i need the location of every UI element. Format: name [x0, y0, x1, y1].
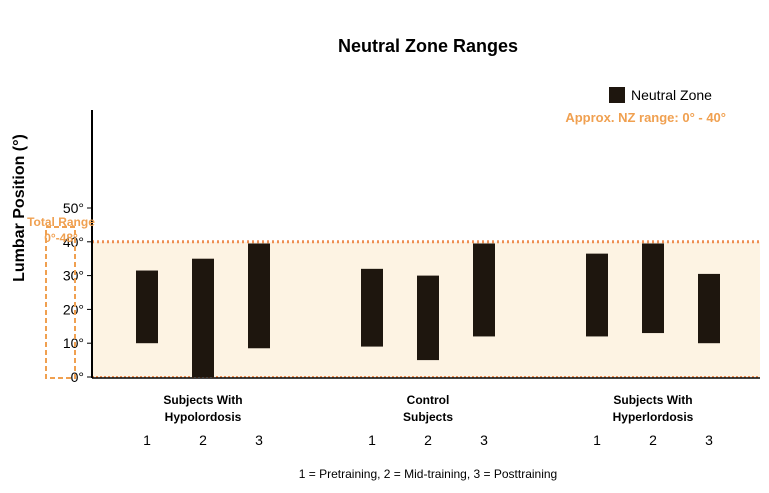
x-tick-label: 2 [199, 432, 207, 448]
legend: Neutral Zone [609, 87, 712, 103]
y-axis-label: Lumbar Position (°) [11, 134, 28, 282]
group-label: Control [407, 393, 450, 407]
x-tick-label: 2 [649, 432, 657, 448]
neutral-zone-bar [586, 253, 608, 337]
y-tick-label: 20° [63, 301, 84, 317]
x-labels-group: 1 2 3 Subjects With Hypolordosis 1 2 3 Control Su… [143, 393, 713, 448]
x-tick-label: 1 [593, 432, 601, 448]
neutral-zone-bar [417, 275, 439, 361]
footnote: 1 = Pretraining, 2 = Mid-training, 3 = P… [299, 467, 557, 481]
total-range-label-line1: Total Range [27, 215, 95, 229]
neutral-zone-bar [698, 273, 720, 344]
legend-swatch [609, 87, 625, 103]
y-tick-label: 40° [63, 234, 84, 250]
group-label: Subjects With [613, 393, 692, 407]
total-range-label-line2: 0°-48° [44, 231, 78, 245]
nz-range-annotation: Approx. NZ range: 0° - 40° [565, 110, 726, 125]
neutral-zone-bar [473, 243, 495, 337]
y-ticks-group: 0° 10° 20° 30° 40° 50° [63, 200, 92, 385]
group-label: Subjects [403, 410, 453, 424]
total-range-box: Total Range 0°-48° [27, 215, 95, 379]
bars-group [136, 243, 720, 377]
neutral-zone-bar [136, 270, 158, 344]
x-tick-label: 3 [255, 432, 263, 448]
neutral-zone-bar [361, 268, 383, 347]
x-tick-label: 3 [705, 432, 713, 448]
x-tick-label: 1 [368, 432, 376, 448]
legend-label: Neutral Zone [631, 87, 712, 103]
neutral-zone-bar [248, 243, 270, 349]
y-tick-label: 30° [63, 268, 84, 284]
plot-area: 0° 10° 20° 30° 40° 50° [63, 110, 760, 385]
y-tick-label: 0° [71, 369, 84, 385]
chart-title: Neutral Zone Ranges [338, 36, 518, 56]
neutral-zone-bar [642, 243, 664, 334]
x-tick-label: 3 [480, 432, 488, 448]
group-label: Subjects With [163, 393, 242, 407]
total-range-dashed-box [45, 226, 76, 379]
x-tick-label: 1 [143, 432, 151, 448]
neutral-zone-bar [192, 258, 214, 377]
y-tick-label: 10° [63, 335, 84, 351]
x-tick-label: 2 [424, 432, 432, 448]
group-label: Hypolordosis [165, 410, 242, 424]
group-label: Hyperlordosis [613, 410, 694, 424]
y-tick-label: 50° [63, 200, 84, 216]
